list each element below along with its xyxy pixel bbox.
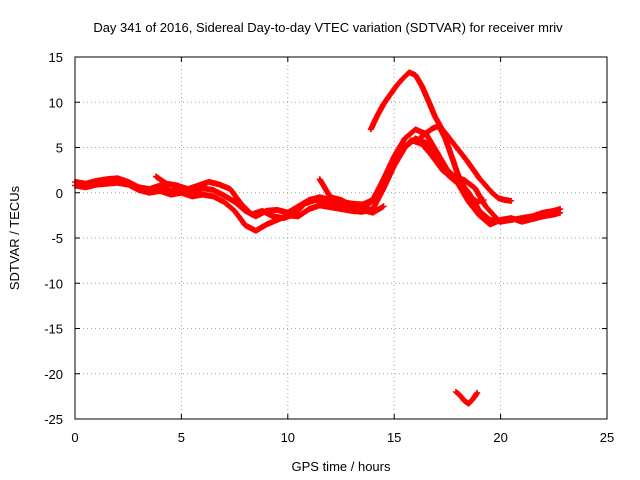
x-tick-label: 5 [178,430,185,445]
y-tick-label: 5 [56,141,63,156]
series-markers [452,388,481,407]
series-track-3 [152,137,500,222]
y-tick-label: -25 [44,412,63,427]
y-tick-label: -20 [44,367,63,382]
x-tick-label: 15 [387,430,401,445]
chart-title: Day 341 of 2016, Sidereal Day-to-day VTE… [93,20,563,35]
y-tick-label: -10 [44,276,63,291]
x-tick-label: 10 [281,430,295,445]
y-tick-label: -5 [51,231,63,246]
x-axis-label: GPS time / hours [292,459,391,474]
series-track-7 [452,388,481,407]
series-track-4 [316,176,387,216]
y-tick-label: 15 [49,50,63,65]
series-track-6 [416,122,487,205]
series-markers [152,137,500,222]
y-tick-label: 0 [56,186,63,201]
y-axis-label: SDTVAR / TECUs [7,185,22,290]
y-tick-label: -15 [44,322,63,337]
x-tick-label: 25 [600,430,614,445]
y-tick-label: 10 [49,95,63,110]
series-markers [316,176,387,216]
x-tick-label: 0 [71,430,78,445]
axis-ticks: 0 5 10 15 20 25 -25 -20 -15 -10 -5 0 5 10 15 [44,50,614,445]
x-tick-label: 20 [493,430,507,445]
series-markers [416,122,487,205]
